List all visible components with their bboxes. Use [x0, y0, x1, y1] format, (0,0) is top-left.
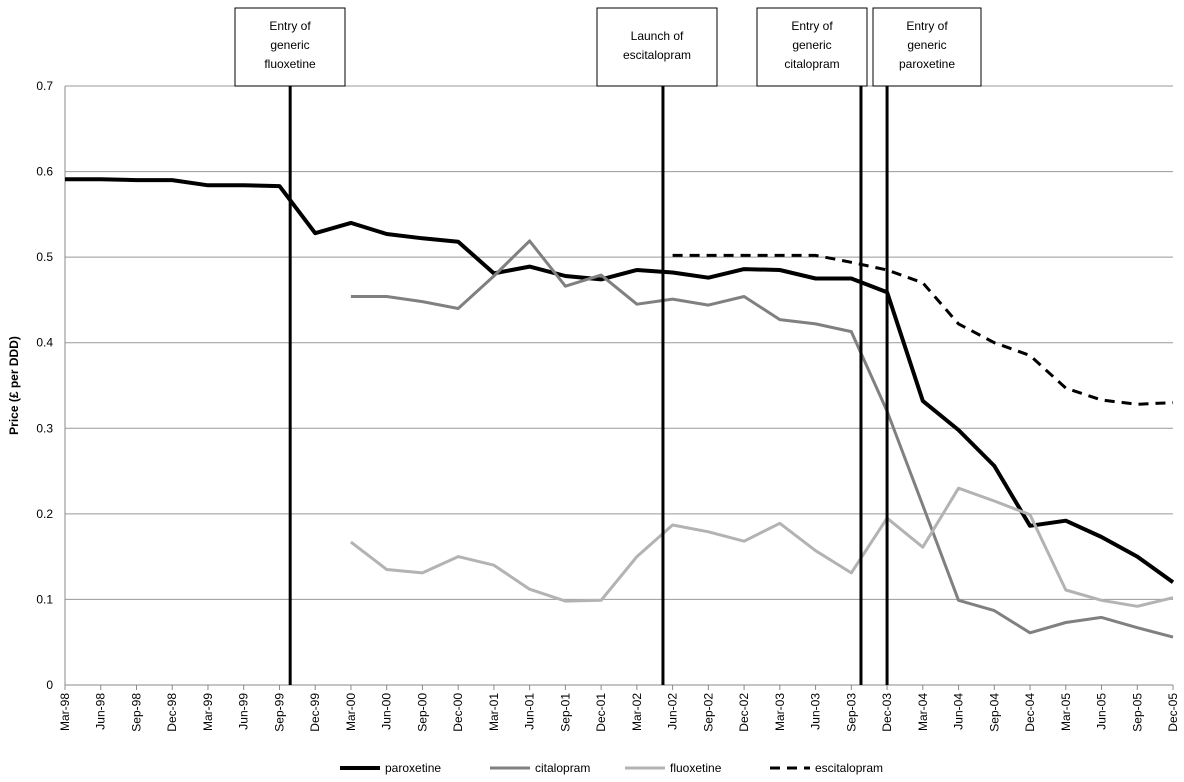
x-tick-label: Jun-05 — [1095, 693, 1109, 730]
x-tick-label: Sep-99 — [272, 693, 286, 732]
x-tick-label: Sep-98 — [129, 693, 143, 732]
annotation-box — [872, 7, 982, 87]
x-tick-label: Sep-04 — [987, 693, 1001, 732]
x-tick-label: Sep-01 — [558, 693, 572, 732]
x-tick-label: Jun-02 — [666, 693, 680, 730]
series-line — [350, 239, 1174, 639]
x-tick-label: Dec-00 — [451, 693, 465, 732]
series-line — [349, 486, 1174, 608]
x-tick-label: Mar-04 — [916, 693, 930, 731]
x-tick-label: Mar-98 — [58, 693, 72, 731]
annotation-box — [756, 7, 868, 87]
y-tick-label: 0.3 — [36, 421, 53, 435]
x-tick-label: Dec-99 — [308, 693, 322, 732]
y-tick-label: 0.2 — [36, 507, 53, 521]
annotation-line-text: generic — [907, 38, 946, 52]
annotation-line-text: citalopram — [784, 57, 839, 71]
x-tick-label: Sep-02 — [701, 693, 715, 732]
annotation-box — [596, 7, 718, 87]
x-tick-label: Sep-05 — [1130, 693, 1144, 732]
x-tick-label: Sep-00 — [415, 693, 429, 732]
x-tick-label: Sep-03 — [844, 693, 858, 732]
x-tick-label: Dec-03 — [880, 693, 894, 732]
x-tick-label: Jun-99 — [237, 693, 251, 730]
x-tick-label: Jun-04 — [952, 693, 966, 730]
x-tick-label: Dec-05 — [1166, 693, 1180, 732]
x-tick-label: Mar-05 — [1059, 693, 1073, 731]
x-tick-label: Jun-98 — [94, 693, 108, 730]
x-tick-label: Dec-98 — [165, 693, 179, 732]
y-tick-label: 0.6 — [36, 165, 53, 179]
annotation-line-text: fluoxetine — [264, 57, 316, 71]
x-tick-label: Jun-03 — [809, 693, 823, 730]
annotation-line-text: Launch of — [631, 29, 684, 43]
x-tick-label: Mar-02 — [630, 693, 644, 731]
legend-label: fluoxetine — [670, 761, 722, 775]
x-tick-label: Mar-03 — [773, 693, 787, 731]
series-line — [672, 253, 1174, 406]
x-tick-label: Mar-01 — [487, 693, 501, 731]
x-tick-label: Dec-02 — [737, 693, 751, 732]
annotation-line-text: escitalopram — [623, 48, 691, 62]
y-tick-label: 0.7 — [36, 79, 53, 93]
annotation-text: Entry of generic citalopram — [784, 19, 839, 71]
y-tick-label: 0.5 — [36, 250, 53, 264]
series-line — [65, 177, 1175, 584]
annotation-text: Entry of generic fluoxetine — [264, 19, 316, 71]
y-axis-label: Price (£ per DDD) — [7, 336, 21, 435]
annotation-text: Entry of generic paroxetine — [899, 19, 955, 71]
legend-label: escitalopram — [815, 761, 883, 775]
annotation-text: Launch of escitalopram — [623, 29, 691, 62]
x-tick-label: Jun-00 — [380, 693, 394, 730]
y-tick-label: 0.4 — [36, 336, 53, 350]
annotation-line-text: paroxetine — [899, 57, 955, 71]
annotation-line-text: Entry of — [906, 19, 948, 33]
x-tick-label: Mar-99 — [201, 693, 215, 731]
annotation-line-text: Entry of — [269, 19, 311, 33]
legend-label: paroxetine — [385, 761, 441, 775]
y-tick-label: 0.1 — [36, 592, 53, 606]
x-tick-label: Dec-04 — [1023, 693, 1037, 732]
x-tick-label: Jun-01 — [523, 693, 537, 730]
annotation-line-text: Entry of — [791, 19, 833, 33]
annotation-box — [234, 7, 346, 87]
x-tick-label: Dec-01 — [594, 693, 608, 732]
annotation-line-text: generic — [792, 38, 831, 52]
legend-label: citalopram — [535, 761, 590, 775]
x-tick-label: Mar-00 — [344, 693, 358, 731]
annotation-line-text: generic — [270, 38, 309, 52]
y-tick-label: 0 — [46, 678, 53, 692]
